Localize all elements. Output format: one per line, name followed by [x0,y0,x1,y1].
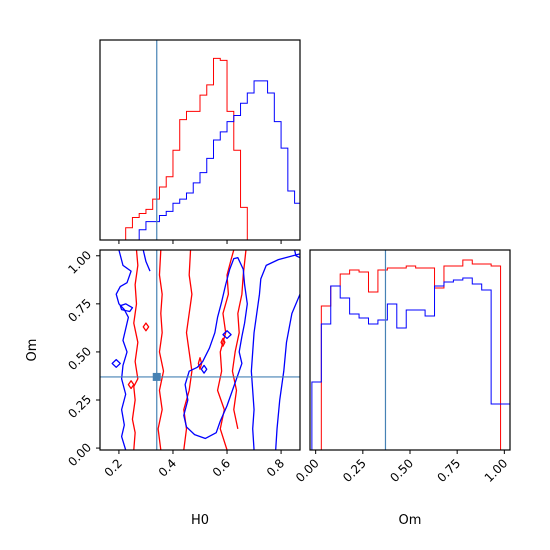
histogram-series-0-om [311,259,510,450]
histogram-panel-om: 0.00 0.25 0.50 0.75 1.00 Om [293,249,511,528]
y-tick-label-om: 0.75 [65,296,94,325]
histogram-series-1-om [311,277,510,450]
x-tick-label: 0.6 [210,456,233,479]
contour-panel-h0-om: 0.00 0.25 0.50 0.75 1.00 Om 0.2 0.4 0.6 0.8 H0 [25,248,301,528]
y-axis-label-om: Om [25,339,40,362]
contour-line-series-1 [222,330,232,340]
panel-frame-hist-Om [309,249,511,451]
panel-frame-contour-H0-Om [99,249,301,451]
x-tick-label: 0.25 [340,456,369,485]
histogram-series-0-h0 [118,57,300,240]
y-tick-label-om: 0.50 [65,344,94,373]
x-tick-label: 0.00 [293,456,322,485]
x-axis-label-om: Om [399,513,422,528]
truth-marker [152,372,161,381]
contour-line-series-1 [250,253,300,450]
contour-line-series-0 [231,250,247,429]
contour-line-series-1 [275,293,300,450]
contour-line-series-0 [131,250,139,450]
contour-line-series-1 [200,364,208,374]
y-tick-label-om: 0.00 [65,440,94,469]
contour-line-series-1 [115,250,132,450]
x-tick-label: 0.8 [264,456,287,479]
contour-line-series-0 [142,322,150,332]
histogram-series-1-h0 [118,80,300,240]
contour-line-series-1 [293,250,300,259]
panel-frame-hist-H0 [99,39,301,241]
y-tick-label-om: 1.00 [65,248,94,277]
contour-line-series-0 [216,250,235,450]
y-tick-label-om: 0.25 [65,392,94,421]
x-tick-label: 0.2 [102,456,125,479]
contour-line-series-0 [157,250,165,450]
contour-line-series-1 [142,250,151,272]
contour-line-series-1 [119,303,134,313]
x-tick-label: 0.50 [387,456,416,485]
panel-plot-area [311,250,510,450]
contour-line-series-0 [220,337,226,347]
contour-line-series-0 [183,250,193,450]
panel-plot-area [100,250,300,450]
x-tick-label: 0.75 [434,456,463,485]
contour-line-series-0 [127,380,135,390]
panel-plot-area [118,40,300,240]
contour-line-series-1 [111,358,121,368]
x-tick-label: 0.4 [156,456,179,479]
contour-line-series-1 [183,257,248,440]
x-axis-label-h0: H0 [191,513,209,528]
histogram-panel-h0 [99,39,301,244]
x-tick-label: 1.00 [482,456,511,485]
